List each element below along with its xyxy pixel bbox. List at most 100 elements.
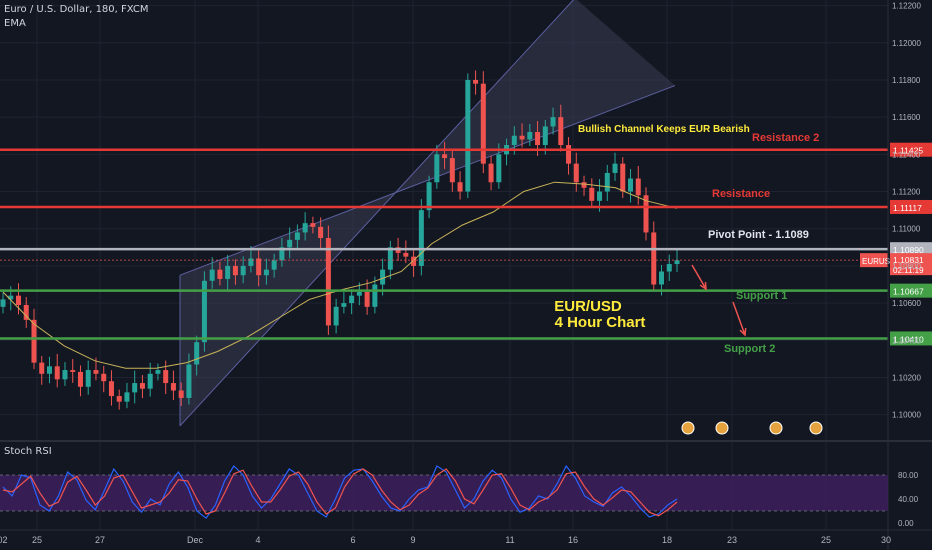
- candle-body-70: [542, 126, 548, 146]
- candle-body-46: [356, 291, 362, 296]
- x-tick-label-11: 30: [881, 535, 891, 545]
- candle-body-67: [519, 135, 525, 140]
- y-tick-label-8: 1.10600: [892, 299, 921, 308]
- candle-body-19: [147, 373, 153, 389]
- axis-price-label-2: 1.10890: [893, 245, 924, 255]
- stoch-rsi-d-line: [2, 468, 678, 517]
- candle-body-28: [217, 269, 223, 279]
- candle-body-29: [225, 265, 231, 279]
- candle-body-84: [651, 232, 657, 285]
- candle-body-74: [573, 163, 579, 183]
- candle-body-13: [101, 373, 107, 382]
- y-tick-label-1: 1.12000: [892, 39, 921, 48]
- candle-body-47: [364, 291, 370, 307]
- x-tick-label-6: 11: [505, 535, 514, 545]
- x-tick-label-4: 6: [350, 535, 355, 545]
- candle-body-56: [434, 154, 440, 183]
- event-badge-2: [769, 421, 783, 435]
- candle-body-42: [325, 238, 331, 326]
- candle-body-17: [132, 383, 138, 393]
- y-tick-label-9: 1.10400: [892, 336, 921, 345]
- x-tick-label-9: 23: [727, 535, 737, 545]
- y-tick-label-6: 1.11000: [892, 225, 921, 234]
- candle-body-44: [341, 303, 347, 307]
- candle-body-37: [287, 239, 293, 248]
- candle-body-49: [380, 269, 386, 285]
- candle-body-50: [387, 247, 393, 270]
- y-tick-label-11: 1.10000: [892, 411, 921, 420]
- candle-body-45: [349, 295, 355, 304]
- candle-body-81: [628, 178, 634, 192]
- x-tick-label-2: Dec: [187, 535, 204, 545]
- level-text-4: Support 2: [724, 343, 775, 355]
- axis-price-box-0: [890, 142, 932, 157]
- rsi-tick-label-1: 40.00: [898, 495, 919, 504]
- candle-body-73: [566, 145, 572, 164]
- candle-body-68: [527, 132, 533, 140]
- candle-body-69: [535, 132, 541, 146]
- candle-body-14: [108, 381, 114, 397]
- candle-body-79: [612, 163, 618, 173]
- candle-body-1: [8, 295, 14, 300]
- axis-price-box-3: [890, 283, 932, 298]
- candle-body-30: [232, 265, 238, 276]
- channel-upper-line: [179, 85, 676, 276]
- candle-body-27: [209, 269, 215, 281]
- stoch-rsi-k-line: [2, 464, 678, 520]
- annotation-chart-title-1: EUR/USD: [554, 298, 622, 315]
- y-tick-label-10: 1.10200: [892, 373, 921, 382]
- rsi-tick-label-0: 80.00: [898, 471, 919, 480]
- level-text-1: Resistance: [712, 188, 770, 200]
- arrow-2-head: [739, 327, 747, 337]
- candle-body-59: [457, 182, 463, 192]
- candle-body-21: [163, 370, 169, 384]
- candle-body-25: [194, 342, 200, 365]
- candle-body-5: [39, 362, 45, 374]
- axis-price-label-0: 1.11425: [893, 146, 923, 156]
- candle-body-26: [201, 280, 207, 343]
- axis-price-label-3: 1.10667: [893, 287, 924, 297]
- y-tick-label-0: 1.12200: [892, 2, 921, 11]
- candle-body-7: [54, 366, 60, 380]
- x-tick-label-12: 202: [0, 535, 8, 545]
- candle-body-40: [310, 223, 316, 227]
- event-badge-3: [809, 421, 823, 435]
- arrow-1-shaft: [691, 264, 707, 290]
- candle-body-11: [85, 370, 91, 387]
- candle-body-61: [473, 79, 479, 84]
- candle-body-80: [620, 163, 626, 192]
- candle-body-55: [426, 182, 432, 211]
- candle-body-4: [31, 319, 37, 363]
- current-symbol-tag: [860, 253, 888, 268]
- y-tick-label-3: 1.11600: [892, 113, 921, 122]
- y-tick-label-4: 1.11400: [892, 150, 921, 159]
- candle-body-3: [23, 304, 29, 320]
- candle-body-52: [403, 252, 409, 257]
- candle-body-71: [550, 117, 556, 127]
- arrow-2-shaft: [732, 301, 746, 336]
- annotation-channel-title: Bullish Channel Keeps EUR Bearish: [578, 124, 750, 135]
- candle-body-66: [511, 135, 517, 146]
- candle-body-76: [589, 187, 595, 201]
- candle-body-18: [139, 383, 145, 389]
- candle-body-64: [496, 154, 502, 183]
- level-text-0: Resistance 2: [752, 132, 819, 144]
- level-text-2: Pivot Point - 1.1089: [708, 229, 809, 241]
- channel-fill: [180, 0, 675, 426]
- candle-body-75: [581, 182, 587, 188]
- candle-body-31: [240, 265, 246, 276]
- current-symbol-text: EURUSD: [862, 257, 896, 266]
- candle-body-2: [15, 295, 21, 305]
- candle-body-33: [256, 258, 262, 276]
- candle-body-63: [488, 163, 494, 183]
- candle-body-8: [62, 370, 68, 380]
- rsi-tick-label-2: 0.00: [898, 519, 914, 528]
- candle-body-34: [263, 269, 269, 276]
- candle-body-86: [666, 264, 672, 272]
- y-tick-label-7: 1.10800: [892, 262, 921, 271]
- indicator-label: EMA: [4, 18, 26, 29]
- event-badge-1: [715, 421, 729, 435]
- candle-body-62: [480, 83, 486, 164]
- level-text-3: Support 1: [736, 290, 787, 302]
